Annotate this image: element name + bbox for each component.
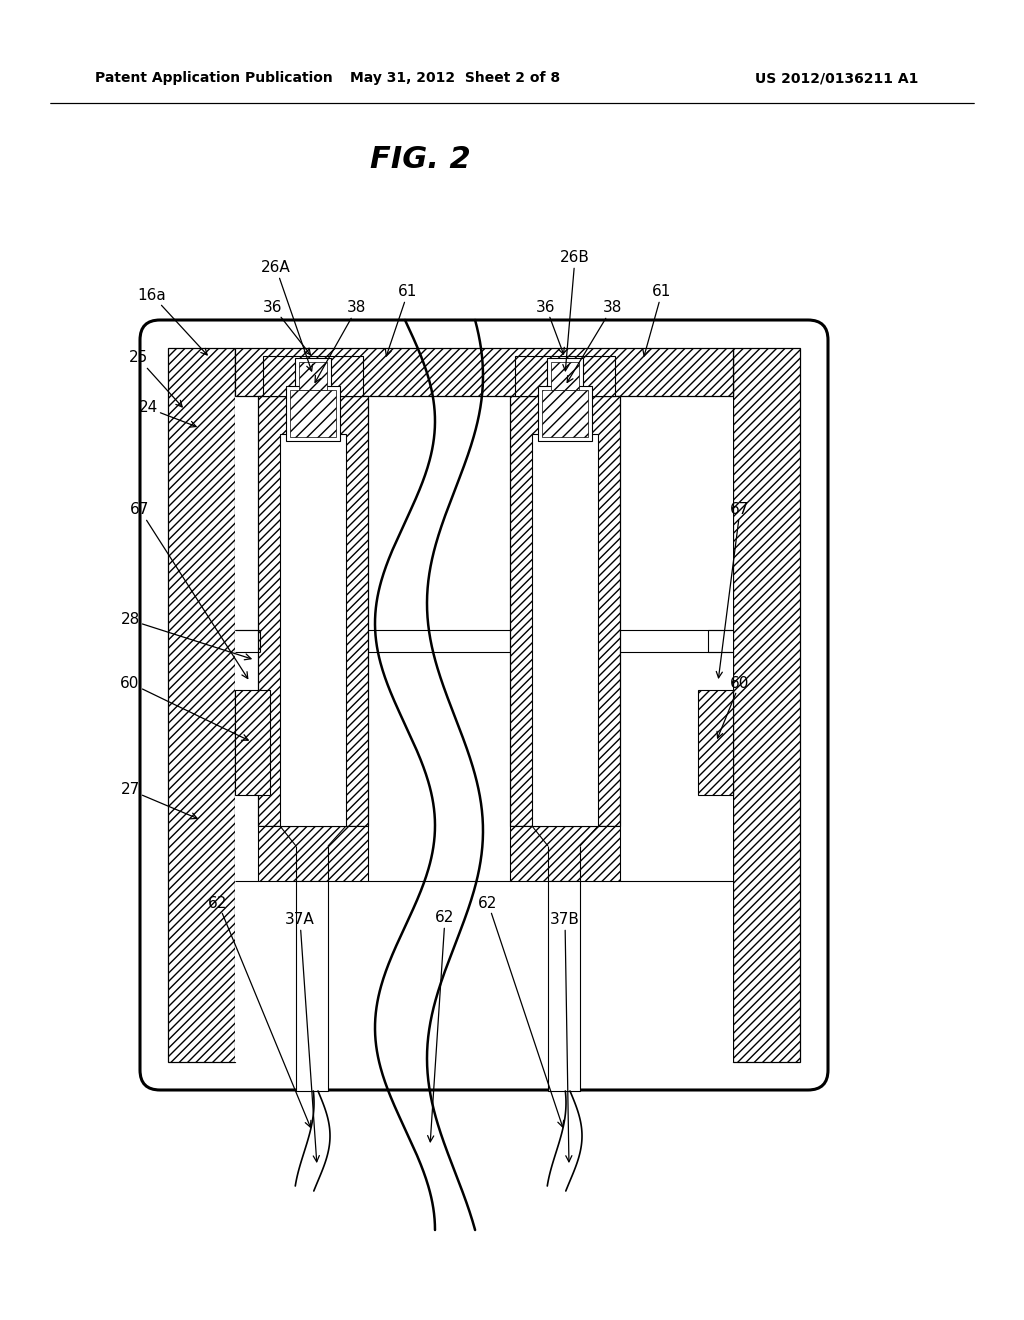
Text: 27: 27 — [121, 783, 198, 818]
Text: 61: 61 — [385, 285, 418, 356]
Bar — [168, 348, 234, 1063]
Bar — [510, 826, 620, 880]
Text: Patent Application Publication: Patent Application Publication — [95, 71, 333, 84]
Text: 26A: 26A — [261, 260, 312, 371]
Text: FIG. 2: FIG. 2 — [370, 145, 470, 174]
Bar — [296, 880, 328, 1092]
Text: 67: 67 — [130, 503, 248, 678]
Bar — [290, 389, 336, 437]
Bar — [542, 389, 588, 437]
Text: 24: 24 — [138, 400, 197, 428]
Text: 38: 38 — [315, 301, 367, 383]
Text: 60: 60 — [717, 676, 750, 738]
Text: 60: 60 — [120, 676, 248, 741]
Text: 37B: 37B — [550, 912, 580, 1162]
Text: 67: 67 — [716, 503, 750, 678]
Text: US 2012/0136211 A1: US 2012/0136211 A1 — [755, 71, 919, 84]
Bar — [286, 385, 340, 441]
Bar — [295, 358, 331, 393]
Text: 61: 61 — [643, 285, 672, 356]
Bar — [258, 826, 368, 880]
FancyBboxPatch shape — [140, 319, 828, 1090]
Bar — [538, 385, 592, 441]
Bar — [510, 396, 620, 826]
Bar — [299, 362, 327, 389]
Bar — [698, 690, 733, 795]
Text: 25: 25 — [128, 351, 182, 407]
Bar — [515, 356, 615, 396]
Text: May 31, 2012  Sheet 2 of 8: May 31, 2012 Sheet 2 of 8 — [350, 71, 560, 84]
Text: 36: 36 — [537, 300, 564, 354]
Bar — [258, 396, 368, 826]
Text: 62: 62 — [478, 895, 563, 1127]
Text: 28: 28 — [121, 612, 251, 660]
Text: 62: 62 — [208, 895, 311, 1127]
Bar — [234, 690, 270, 795]
Text: 37A: 37A — [285, 912, 319, 1162]
Bar — [234, 348, 733, 396]
Text: 38: 38 — [567, 301, 622, 383]
Bar — [532, 434, 598, 826]
Text: 26B: 26B — [560, 251, 590, 371]
Bar — [733, 348, 800, 1063]
Bar — [551, 362, 579, 389]
Bar — [263, 356, 362, 396]
Bar — [234, 348, 733, 1063]
Bar — [547, 358, 583, 393]
Text: 16a: 16a — [137, 288, 207, 355]
Bar — [548, 880, 580, 1092]
Bar — [280, 434, 346, 826]
Text: 62: 62 — [428, 911, 455, 1142]
Text: 36: 36 — [263, 300, 310, 355]
